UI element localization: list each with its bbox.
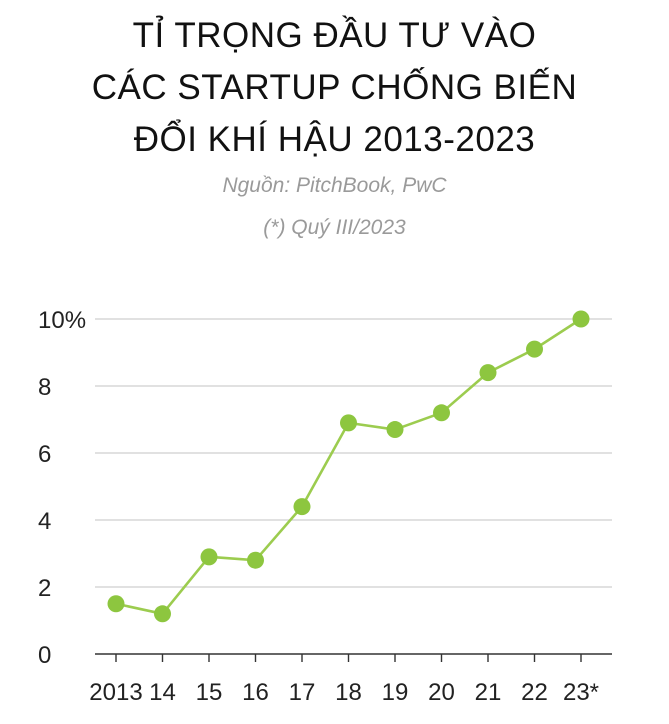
x-tick-label-21: 21 bbox=[475, 679, 502, 706]
title-line-1: TỈ TRỌNG ĐẦU TƯ VÀO bbox=[132, 16, 537, 55]
x-tick-label-17: 17 bbox=[289, 679, 316, 706]
data-point-23* bbox=[572, 310, 590, 328]
data-point-19 bbox=[386, 421, 404, 439]
data-point-17 bbox=[293, 498, 311, 516]
data-point-14 bbox=[154, 605, 171, 623]
x-tick-label-19: 19 bbox=[382, 679, 409, 706]
y-tick-label-4: 4 bbox=[38, 508, 51, 535]
y-tick-label-10: 10% bbox=[38, 307, 86, 334]
x-tick-label-15: 15 bbox=[196, 679, 223, 706]
x-tick-label-18: 18 bbox=[335, 679, 362, 706]
footnote: (*) Quý III/2023 bbox=[263, 216, 406, 239]
x-tick-label-2013: 2013 bbox=[89, 679, 142, 706]
y-tick-label-2: 2 bbox=[38, 575, 51, 602]
y-tick-label-0: 0 bbox=[38, 642, 51, 669]
title-line-3: ĐỔI KHÍ HẬU 2013-2023 bbox=[133, 120, 536, 159]
x-tick-label-20: 20 bbox=[428, 679, 455, 706]
x-tick-label-22: 22 bbox=[521, 679, 548, 706]
x-tick-label-14: 14 bbox=[149, 679, 176, 706]
x-tick-label-16: 16 bbox=[242, 679, 269, 706]
data-point-21 bbox=[479, 364, 497, 382]
source-note: Nguồn: PitchBook, PwC bbox=[222, 174, 447, 197]
data-point-18 bbox=[340, 414, 357, 432]
y-tick-label-6: 6 bbox=[38, 441, 51, 468]
data-point-22 bbox=[526, 340, 543, 358]
y-tick-label-8: 8 bbox=[38, 374, 51, 401]
chart-title: TỈ TRỌNG ĐẦU TƯ VÀO CÁC STARTUP CHỐNG BI… bbox=[0, 10, 669, 166]
title-line-2: CÁC STARTUP CHỐNG BIẾN bbox=[91, 68, 578, 107]
data-point-20 bbox=[433, 404, 450, 422]
x-tick-label-23*: 23* bbox=[563, 679, 599, 706]
data-point-16 bbox=[247, 551, 264, 569]
data-point-2013 bbox=[107, 595, 125, 613]
series-line-0 bbox=[115, 317, 582, 616]
data-point-15 bbox=[200, 548, 218, 566]
